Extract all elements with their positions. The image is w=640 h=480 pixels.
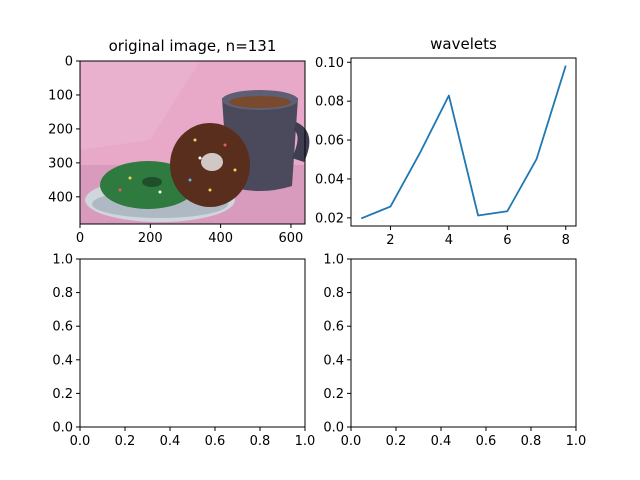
- axis-ticks: 0 200 400 600 0 100 200 300 400: [48, 55, 303, 247]
- y-tick-label: 0: [65, 55, 73, 70]
- x-tick-label: 0.4: [431, 434, 452, 449]
- image-coffee: [229, 96, 291, 108]
- x-tick-label: 0.8: [521, 434, 542, 449]
- subplot-wavelets: wavelets 2 4 6 8 0.02 0.04 0.06 0.08 0.10: [315, 35, 577, 248]
- y-tick-label: 0.02: [315, 211, 344, 226]
- y-tick-label: 0.0: [52, 421, 73, 436]
- image-chocolate-donut-hole: [201, 153, 223, 171]
- x-tick-label: 8: [562, 233, 570, 248]
- subplot-empty-left: 0.0 0.2 0.4 0.6 0.8 1.0 0.0 0.2 0.4 0.6 0.8 1.0: [52, 253, 315, 450]
- y-tick-label: 0.06: [315, 134, 344, 149]
- x-tick-label: 4: [445, 233, 453, 248]
- y-tick-label: 0.2: [323, 387, 344, 402]
- axes-frame: [350, 258, 577, 428]
- x-tick-label: 400: [208, 231, 233, 246]
- y-tick-label: 0.4: [52, 353, 73, 368]
- x-tick-label: 1.0: [566, 434, 587, 449]
- axis-ticks: 2 4 6 8 0.02 0.04 0.06 0.08 0.10: [315, 56, 570, 248]
- x-tick-label: 0.8: [250, 434, 271, 449]
- image-highlight: [80, 61, 200, 150]
- y-tick-label: 200: [48, 122, 73, 137]
- x-tick-label: 0.2: [386, 434, 407, 449]
- x-tick-label: 0: [76, 231, 84, 246]
- y-tick-label: 100: [48, 88, 73, 103]
- x-tick-label: 600: [279, 231, 304, 246]
- y-tick-label: 0.6: [52, 320, 73, 335]
- x-tick-label: 0.6: [205, 434, 226, 449]
- y-tick-label: 0.2: [52, 387, 73, 402]
- y-tick-label: 1.0: [52, 253, 73, 268]
- axes-frame: [350, 57, 577, 227]
- y-tick-label: 0.0: [323, 421, 344, 436]
- series-line: [360, 65, 567, 220]
- axis-ticks: 0.0 0.2 0.4 0.6 0.8 1.0 0.0 0.2 0.4 0.6 0.8 1.0: [52, 253, 315, 450]
- subplot-original-image: original image, n=131: [48, 37, 310, 247]
- subplot-title-original-image: original image, n=131: [109, 37, 277, 55]
- y-tick-label: 0.04: [315, 172, 344, 187]
- axes-frame: [79, 258, 306, 428]
- x-tick-label: 0.6: [476, 434, 497, 449]
- x-tick-label: 0.2: [115, 434, 136, 449]
- donut-painting-image: [80, 61, 310, 224]
- axes-frame: [79, 60, 306, 225]
- y-tick-label: 0.6: [323, 320, 344, 335]
- subplot-empty-right: 0.0 0.2 0.4 0.6 0.8 1.0 0.0 0.2 0.4 0.6 0.8 1.0: [323, 253, 586, 450]
- y-tick-label: 0.8: [52, 286, 73, 301]
- x-tick-label: 2: [386, 233, 394, 248]
- image-sprinkles: [118, 138, 237, 194]
- y-tick-label: 0.08: [315, 95, 344, 110]
- image-green-donut-hole: [142, 177, 162, 187]
- axis-ticks: 0.0 0.2 0.4 0.6 0.8 1.0 0.0 0.2 0.4 0.6 0.8 1.0: [323, 253, 586, 450]
- x-tick-label: 0.0: [70, 434, 91, 449]
- y-tick-label: 400: [48, 190, 73, 205]
- y-tick-label: 1.0: [323, 253, 344, 268]
- plot-area: [360, 65, 567, 220]
- x-tick-label: 200: [138, 231, 163, 246]
- x-tick-label: 0.4: [160, 434, 181, 449]
- y-tick-label: 0.10: [315, 56, 344, 71]
- x-tick-label: 6: [503, 233, 511, 248]
- subplot-title-wavelets: wavelets: [430, 35, 497, 53]
- x-tick-label: 0.0: [341, 434, 362, 449]
- y-tick-label: 0.4: [323, 353, 344, 368]
- y-tick-label: 300: [48, 156, 73, 171]
- x-tick-label: 1.0: [295, 434, 316, 449]
- y-tick-label: 0.8: [323, 286, 344, 301]
